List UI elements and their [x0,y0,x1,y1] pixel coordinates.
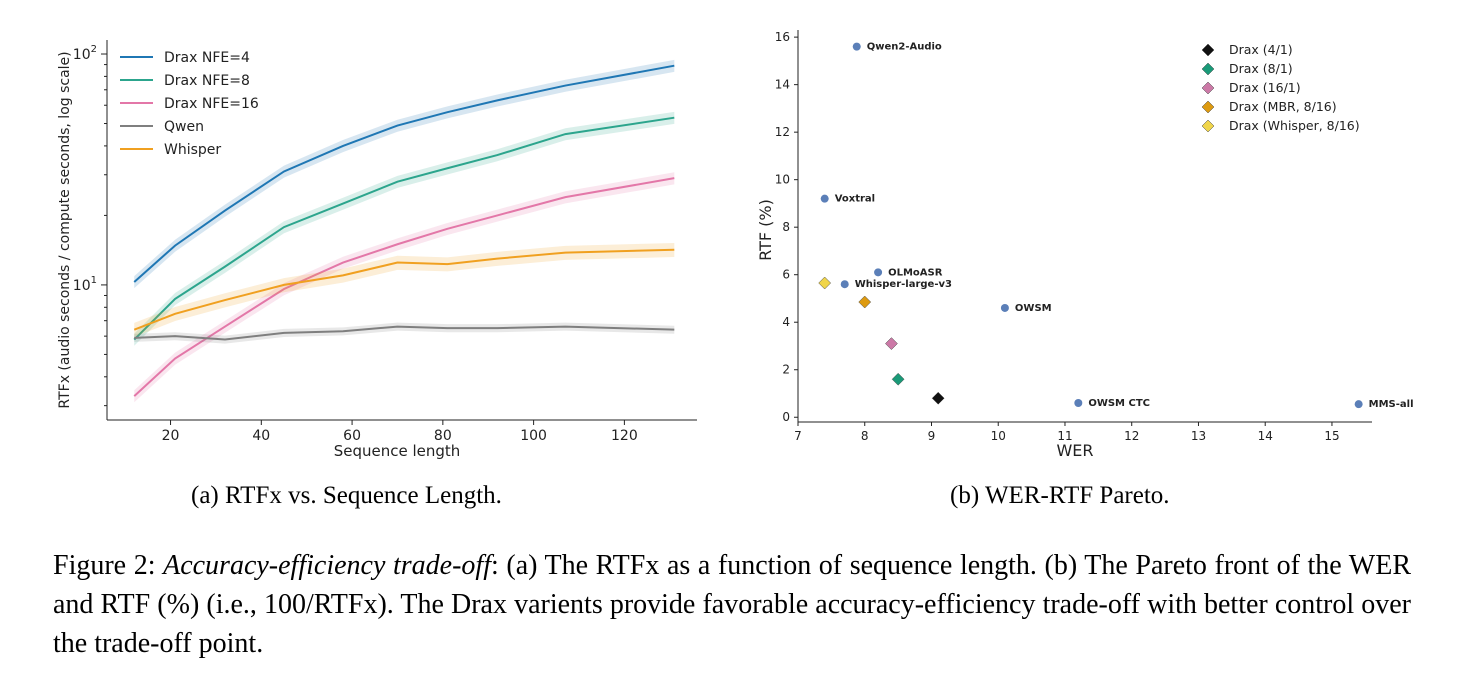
drax-point [858,295,872,309]
series-line [133,64,675,283]
x-tick-label: 20 [162,428,180,444]
x-tick-label: 12 [1124,429,1139,443]
figure-caption: Figure 2: Accuracy-efficiency trade-off:… [53,546,1411,663]
series-line [133,116,675,341]
x-tick-label: 8 [861,429,869,443]
baseline-point [1354,400,1363,409]
y-tick-label: 16 [775,30,790,44]
baseline-point [852,42,861,51]
y-tick-label: 14 [775,78,790,92]
baseline-label: OWSM CTC [1088,398,1150,409]
legend-marker [1201,62,1215,76]
legend-marker [1201,43,1215,57]
series-line [133,177,675,397]
legend-label: Drax NFE=4 [164,50,250,66]
y-tick-label: 4 [782,315,790,329]
x-tick-label: 7 [794,429,802,443]
x-axis-label: WER [1056,441,1093,460]
legend-label: Qwen [164,119,204,135]
x-tick-label: 9 [928,429,936,443]
y-axis-label: RTFx (audio seconds / compute seconds, l… [57,51,73,408]
subfigure-a-caption: (a) RTFx vs. Sequence Length. [191,482,502,509]
drax-point [885,337,898,350]
figure-label: Figure 2: [53,550,156,581]
x-tick-label: 15 [1324,429,1339,443]
x-tick-label: 40 [252,428,270,444]
subfigure-b-caption: (b) WER-RTF Pareto. [950,482,1170,509]
legend-label: Drax (MBR, 8/16) [1229,99,1337,114]
y-tick-label: 12 [775,125,790,139]
legend-marker [1201,119,1215,133]
baseline-label: Whisper-large-v3 [855,279,952,290]
baseline-label: OWSM [1015,303,1052,314]
y-tick-label: 101 [73,275,97,294]
x-tick-label: 14 [1258,429,1273,443]
legend-marker [1201,100,1215,114]
x-tick-label: 120 [611,428,638,444]
figure-title: Accuracy-efficiency trade-off [163,550,491,581]
baseline-point [1000,303,1009,312]
baseline-label: OLMoASR [888,267,943,278]
y-tick-label: 10 [775,173,790,187]
y-tick-label: 0 [782,410,790,424]
baseline-point [820,194,829,203]
series-band [134,242,675,337]
figure-body: : (a) The RTFx as a function of sequence… [53,550,1411,659]
baseline-point [840,280,849,289]
drax-point [931,391,945,405]
x-tick-label: 10 [991,429,1006,443]
legend-label: Drax (16/1) [1229,80,1301,95]
baseline-point [874,268,883,277]
y-tick-label: 6 [782,268,790,282]
legend-label: Drax NFE=16 [164,96,259,112]
series-line [134,325,675,341]
x-tick-label: 11 [1057,429,1072,443]
drax-point [818,276,832,290]
legend-label: Drax (Whisper, 8/16) [1229,118,1360,133]
x-axis-label: Sequence length [334,442,461,460]
y-axis-label: RTF (%) [756,199,775,261]
y-tick-label: 2 [782,363,790,377]
series-band [134,172,675,403]
legend-label: Drax (4/1) [1229,42,1293,57]
baseline-label: Qwen2-Audio [867,42,942,53]
baseline-label: MMS-all [1369,399,1414,410]
x-tick-label: 60 [343,428,361,444]
wer-rtf-pareto-chart: 7 8 9 10 11 12 13 14 15 0 2 4 6 8 10 12 14 16 WER RTF (%) Qw… [756,30,1414,460]
series-line [133,248,675,331]
legend-label: Whisper [164,142,221,158]
rtfx-vs-sequence-length-chart: 20 40 60 80 100 120 101 102 Sequence length RTFx … [57,40,697,460]
legend-marker [1201,81,1215,95]
baseline-point [1074,398,1083,407]
y-tick-label: 102 [73,44,97,63]
legend-label: Drax NFE=8 [164,73,250,89]
x-tick-label: 13 [1191,429,1206,443]
y-tick-label: 8 [782,220,790,234]
drax-point [891,372,905,386]
legend-label: Drax (8/1) [1229,61,1293,76]
baseline-label: Voxtral [835,194,875,205]
x-tick-label: 100 [520,428,547,444]
x-tick-label: 80 [434,428,452,444]
